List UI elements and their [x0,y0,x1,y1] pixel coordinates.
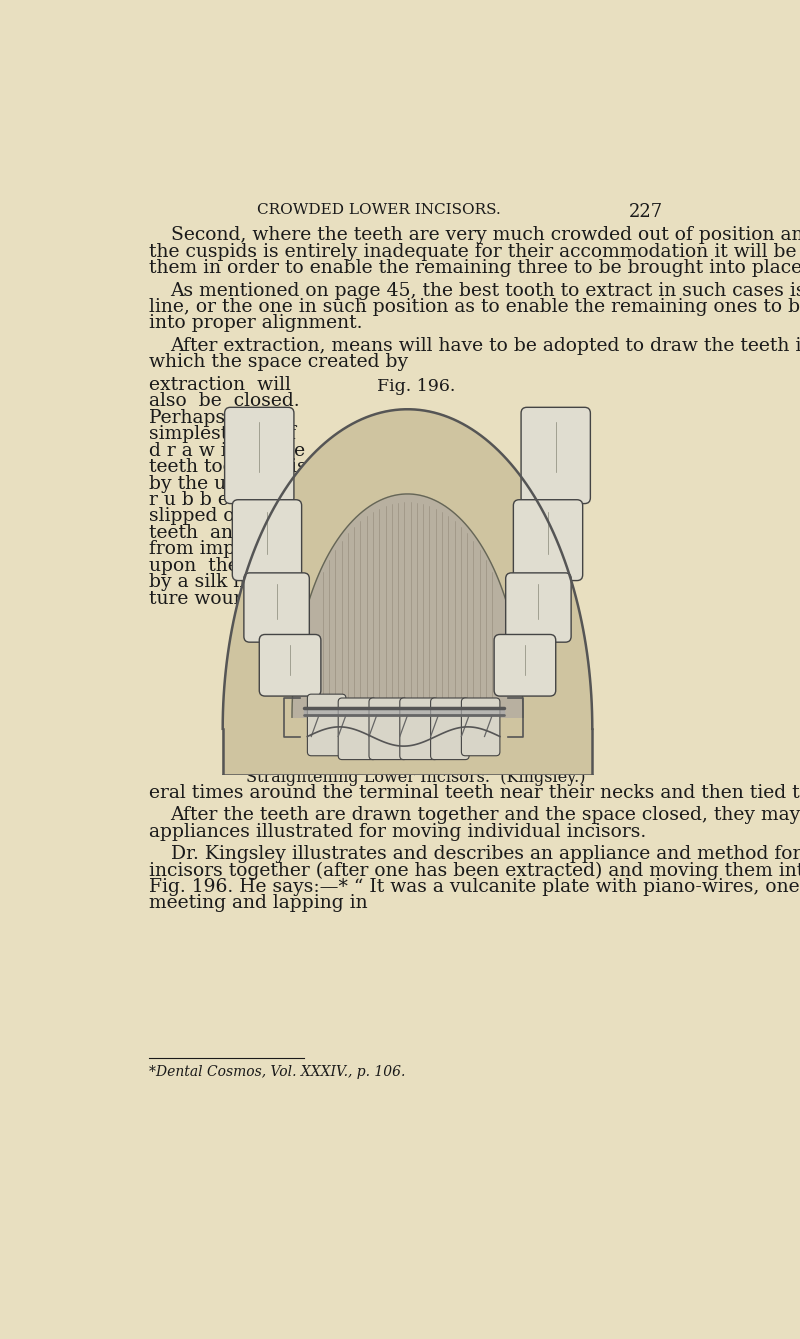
Text: eral times around the terminal teeth near their necks and then tied to the ring : eral times around the terminal teeth nea… [149,783,800,802]
FancyBboxPatch shape [494,635,556,696]
Text: appliances illustrated for moving individual incisors.: appliances illustrated for moving indivi… [149,822,646,841]
Text: into proper alignment.: into proper alignment. [149,315,362,332]
FancyBboxPatch shape [521,407,590,503]
Text: Fig. 196. He says:—* “ It was a vulcanite plate with piano-wires, one from each : Fig. 196. He says:—* “ It was a vulcanit… [149,878,800,896]
FancyBboxPatch shape [430,698,469,759]
FancyBboxPatch shape [506,573,571,643]
FancyBboxPatch shape [232,499,302,581]
Text: teeth  and  kept: teeth and kept [149,524,298,542]
Text: meeting and lapping in: meeting and lapping in [149,894,367,912]
Text: extraction  will: extraction will [149,376,290,394]
Text: Second, where the teeth are very much crowded out of position and where the spac: Second, where the teeth are very much cr… [170,226,800,244]
Text: which the space created by: which the space created by [149,353,408,371]
Text: After the teeth are drawn together and the space closed, they may be aligned by : After the teeth are drawn together and t… [170,806,800,825]
Text: upon  the  gum: upon the gum [149,557,292,574]
Text: 227: 227 [630,204,663,221]
Polygon shape [222,410,592,775]
FancyBboxPatch shape [244,573,310,643]
Polygon shape [292,494,523,718]
Text: teeth together is: teeth together is [149,458,306,477]
FancyBboxPatch shape [400,698,438,759]
Text: Perhaps  the: Perhaps the [149,408,267,427]
Text: d r a w i n g  the: d r a w i n g the [149,442,305,459]
Text: simplest way of: simplest way of [149,426,296,443]
Text: *Dental Cosmos, Vol. XXXIV., p. 106.: *Dental Cosmos, Vol. XXXIV., p. 106. [149,1066,405,1079]
Text: line, or the one in such position as to enable the remaining ones to be most eas: line, or the one in such position as to … [149,299,800,316]
FancyBboxPatch shape [462,698,500,755]
Text: by the use of a: by the use of a [149,474,288,493]
FancyBboxPatch shape [514,499,582,581]
FancyBboxPatch shape [225,407,294,503]
FancyBboxPatch shape [338,698,377,759]
Text: As mentioned on page 45, the best tooth to extract in such cases is the one most: As mentioned on page 45, the best tooth … [170,281,800,300]
Text: r u b b e r   ring: r u b b e r ring [149,491,300,509]
FancyBboxPatch shape [259,635,321,696]
FancyBboxPatch shape [369,698,407,759]
Text: also  be  closed.: also be closed. [149,392,299,411]
Text: Fig. 196.: Fig. 196. [377,379,455,395]
Text: the cuspids is entirely inadequate for their accommodation it will be best to ex: the cuspids is entirely inadequate for t… [149,242,800,261]
Text: slipped over the: slipped over the [149,507,302,525]
Text: Straightening Lower Incisors.  (Kingsley.): Straightening Lower Incisors. (Kingsley.… [246,769,586,786]
Text: incisors together (after one has been extracted) and moving them into line at th: incisors together (after one has been ex… [149,861,800,880]
Text: CROWDED LOWER INCISORS.: CROWDED LOWER INCISORS. [257,204,501,217]
FancyBboxPatch shape [307,694,346,755]
Text: them in order to enable the remaining three to be brought into place.: them in order to enable the remaining th… [149,258,800,277]
Text: from impinging: from impinging [149,540,295,558]
Text: Dr. Kingsley illustrates and describes an appliance and method for drawing the l: Dr. Kingsley illustrates and describes a… [170,845,800,864]
Text: After extraction, means will have to be adopted to draw the teeth into position,: After extraction, means will have to be … [170,337,800,355]
Text: by a silk liga-: by a silk liga- [149,573,274,590]
Text: ture wound sev-: ture wound sev- [149,589,301,608]
